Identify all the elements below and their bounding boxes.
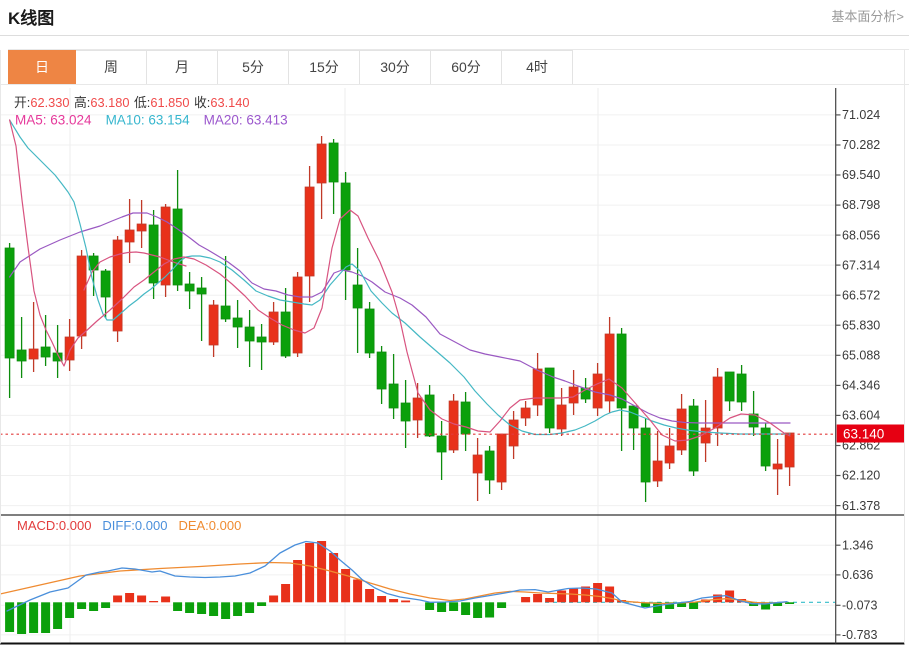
svg-text:1.346: 1.346 — [842, 538, 873, 552]
svg-text:61.378: 61.378 — [842, 499, 880, 513]
svg-text:66.572: 66.572 — [842, 288, 880, 302]
svg-text:63.140: 63.140 — [843, 427, 884, 442]
svg-text:67.314: 67.314 — [842, 258, 880, 272]
svg-text:62.120: 62.120 — [842, 469, 880, 483]
svg-text:68.056: 68.056 — [842, 228, 880, 242]
svg-text:68.798: 68.798 — [842, 198, 880, 212]
svg-text:-0.783: -0.783 — [842, 628, 877, 642]
svg-text:0.636: 0.636 — [842, 568, 873, 582]
svg-text:63.604: 63.604 — [842, 409, 880, 423]
svg-text:71.024: 71.024 — [842, 108, 880, 122]
svg-text:69.540: 69.540 — [842, 168, 880, 182]
svg-text:70.282: 70.282 — [842, 138, 880, 152]
svg-text:-0.073: -0.073 — [842, 599, 877, 613]
svg-text:65.088: 65.088 — [842, 349, 880, 363]
svg-text:64.346: 64.346 — [842, 379, 880, 393]
svg-text:65.830: 65.830 — [842, 318, 880, 332]
